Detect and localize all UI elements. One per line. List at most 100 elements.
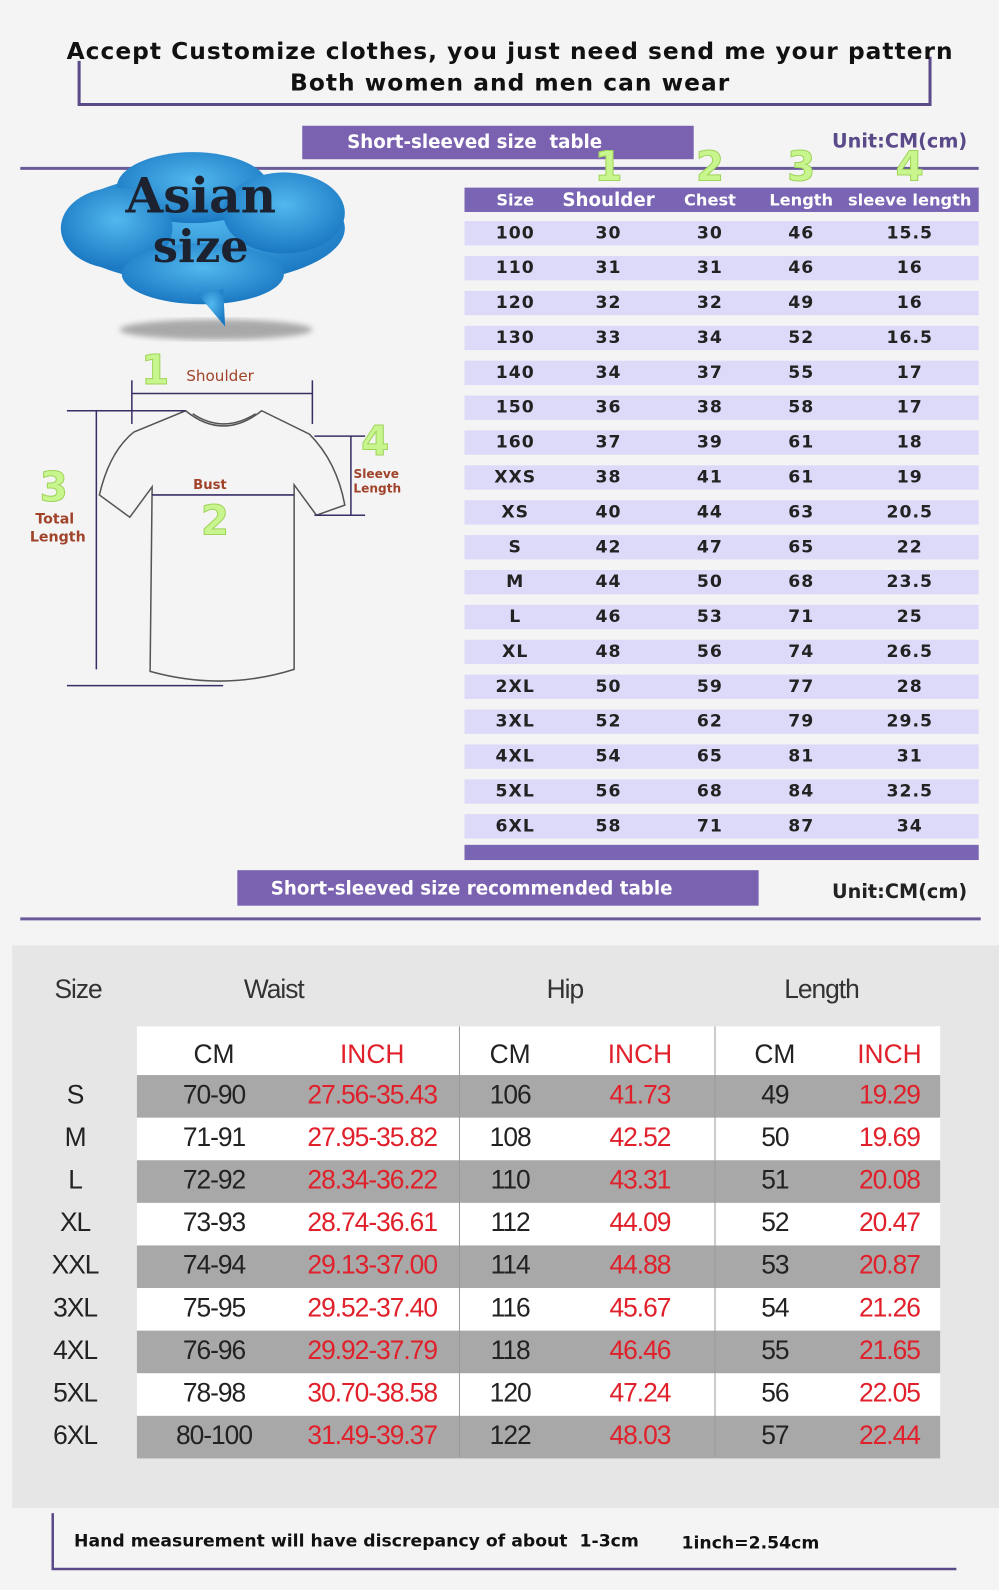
cell: 42 <box>596 537 622 557</box>
cell: 29.92-37.79 <box>307 1335 437 1365</box>
column-number: 2 <box>696 142 724 190</box>
cell: 120 <box>496 293 535 313</box>
row-band <box>464 395 979 420</box>
header-line: Accept Customize clothes, you just need … <box>67 38 954 65</box>
cell: 43.31 <box>610 1165 671 1195</box>
row-band <box>464 535 979 560</box>
cell: 34 <box>596 363 622 383</box>
cell: 68 <box>697 781 723 801</box>
cell: 55 <box>761 1335 789 1365</box>
cell: 84 <box>788 781 814 801</box>
cell: 20.47 <box>859 1207 920 1237</box>
cell: 22 <box>897 537 923 557</box>
cell: 75-95 <box>183 1292 246 1322</box>
sub-header: CM <box>193 1039 234 1069</box>
cell: 4XL <box>53 1335 97 1365</box>
cell: L <box>509 607 521 627</box>
group-header: Size <box>54 974 102 1004</box>
row-band <box>464 779 979 804</box>
cell: 41 <box>697 467 723 487</box>
cell: 21.65 <box>859 1335 920 1365</box>
cell: 40 <box>596 502 622 522</box>
row-band <box>464 255 979 281</box>
cell: 56 <box>596 781 622 801</box>
cell: S <box>508 537 521 557</box>
cell: 81 <box>788 747 814 767</box>
cell: 32 <box>697 293 723 313</box>
cell: 106 <box>490 1079 531 1109</box>
cell: 44 <box>596 572 622 592</box>
cell: 76-96 <box>183 1335 246 1365</box>
row-band <box>464 325 979 351</box>
cell: 49 <box>788 293 814 313</box>
cell: 42.52 <box>610 1122 671 1152</box>
group-header: Length <box>784 974 859 1004</box>
cell: 48 <box>596 642 622 662</box>
row-band <box>136 1160 941 1203</box>
cell: 71 <box>788 607 814 627</box>
cell: 19.29 <box>859 1079 920 1109</box>
cell: S <box>67 1079 84 1109</box>
cell: 61 <box>788 467 814 487</box>
cell: 116 <box>491 1292 530 1322</box>
cell: 50 <box>596 677 622 697</box>
footer-bar <box>464 844 979 861</box>
cell: 55 <box>788 363 814 383</box>
cell: 51 <box>761 1165 789 1195</box>
row-band <box>464 221 979 246</box>
cell: 46.46 <box>610 1335 671 1365</box>
cell: 57 <box>761 1420 789 1450</box>
dimension-label: Sleeve <box>353 467 399 481</box>
row-band <box>464 709 979 734</box>
dimension-number: 4 <box>361 417 389 465</box>
cell: 50 <box>697 572 723 592</box>
cell: 34 <box>697 328 723 348</box>
cell: 130 <box>496 328 535 348</box>
unit-label: Unit:CM(cm) <box>832 880 967 903</box>
cell: 58 <box>596 816 622 836</box>
cell: 29.52-37.40 <box>307 1292 437 1322</box>
cell: 27.95-35.82 <box>307 1122 437 1152</box>
dimension-label: Length <box>353 481 401 495</box>
cell: 20.87 <box>859 1250 920 1280</box>
cell: 31.49-39.37 <box>307 1420 437 1450</box>
group-header: Hip <box>547 974 584 1004</box>
cell: 30.70-38.58 <box>307 1377 437 1407</box>
cell: 108 <box>490 1122 531 1152</box>
cell: XL <box>502 642 528 662</box>
cell: 19.69 <box>859 1122 920 1152</box>
cell: 29.13-37.00 <box>307 1250 437 1280</box>
cell: 74 <box>788 642 814 662</box>
cell: 30 <box>697 223 723 243</box>
column-header: Length <box>769 190 833 209</box>
cell: 6XL <box>496 816 535 836</box>
section-banner <box>302 125 694 160</box>
cell: 53 <box>761 1250 789 1280</box>
cell: 63 <box>788 502 814 522</box>
dimension-label: Total <box>35 511 74 527</box>
cell: 52 <box>788 328 814 348</box>
dimension-label: Bust <box>193 478 227 493</box>
cell: 56 <box>697 642 723 662</box>
cell: 80-100 <box>176 1420 252 1450</box>
sub-header: INCH <box>340 1039 404 1069</box>
cell: 78-98 <box>183 1377 246 1407</box>
cell: 27.56-35.43 <box>307 1079 437 1109</box>
cell: 28.74-36.61 <box>307 1207 437 1237</box>
column-number: 3 <box>787 142 815 190</box>
cell: 59 <box>697 677 723 697</box>
cell: 53 <box>697 607 723 627</box>
cell: 3XL <box>496 712 535 732</box>
row-band <box>464 569 979 595</box>
cell: XS <box>501 502 529 522</box>
header-frame <box>77 56 932 106</box>
row-band <box>464 814 979 839</box>
dimension-number: 3 <box>40 463 68 511</box>
cell: 65 <box>697 747 723 767</box>
row-band <box>136 1075 941 1118</box>
cell: 31 <box>596 258 622 278</box>
row-band <box>136 1330 941 1374</box>
cell: 19 <box>897 467 923 487</box>
sub-header: CM <box>754 1039 795 1069</box>
cell: 58 <box>788 398 814 418</box>
